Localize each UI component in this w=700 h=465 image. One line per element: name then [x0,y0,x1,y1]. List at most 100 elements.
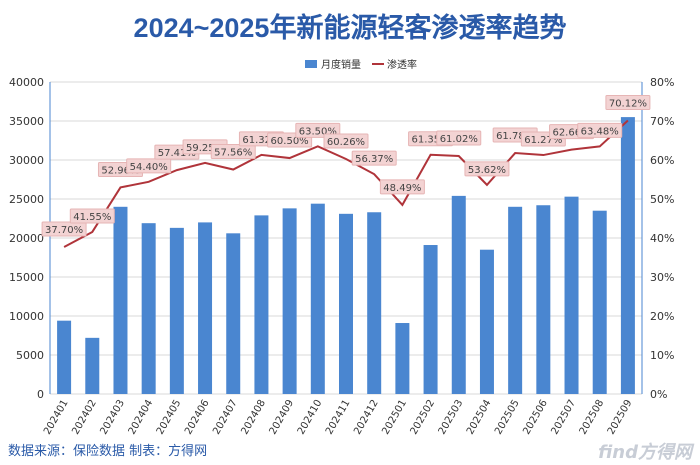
data-label: 52.96% [101,165,139,176]
x-tick-label: 202412 [352,398,381,437]
left-tick-label: 10000 [9,310,44,323]
line-series [63,119,629,248]
data-label: 61.78% [496,131,534,142]
x-tick-label: 202408 [239,398,268,437]
data-label: 37.70% [45,225,83,236]
x-tick-label: 202503 [437,398,466,437]
legend-bar-swatch [305,60,317,68]
data-label: 62.66% [552,128,590,139]
left-tick-label: 5000 [16,349,44,362]
x-tick-label: 202402 [70,398,99,437]
left-tick-label: 20000 [9,232,44,245]
left-tick-label: 0 [37,388,44,401]
right-tick-label: 30% [650,271,674,284]
bar [226,233,241,394]
data-label: 59.25% [186,143,224,154]
bar [57,320,72,394]
x-tick-label: 202502 [409,398,438,437]
x-tick-label: 202411 [324,398,353,437]
x-tick-label: 202508 [578,398,607,437]
data-label-box [605,95,651,111]
bar [339,213,353,394]
x-tick-label: 202404 [127,398,156,437]
left-tick-label: 30000 [9,154,44,167]
legend-bar-label: 月度销量 [321,58,361,71]
x-tick-label: 202410 [296,398,325,437]
x-tick-label: 202501 [380,398,409,437]
bar [395,323,410,394]
bar [508,206,523,394]
data-label: 60.50% [271,136,309,147]
left-tick-label: 40000 [9,76,44,89]
bar [169,227,184,394]
right-tick-label: 0% [650,388,667,401]
data-label-box [210,144,256,160]
x-tick-label: 202509 [606,398,635,437]
x-tick-label: 202407 [211,398,240,437]
data-label-box [41,221,87,237]
right-tick-label: 40% [650,232,674,245]
x-tick-label: 202405 [155,398,184,437]
data-label: 54.40% [130,162,168,173]
bar [254,215,269,394]
data-label-box [436,130,482,146]
data-label: 57.56% [214,148,252,159]
bar [423,245,438,394]
data-label-box [379,179,425,195]
right-tick-label: 70% [650,115,674,128]
x-tick-label: 202505 [493,398,522,437]
data-label: 61.32% [242,135,280,146]
watermark-logo: find方得网 [598,442,692,463]
x-tick-label: 202401 [42,398,71,437]
data-label-box [464,161,510,177]
x-tick-label: 202409 [268,398,297,437]
bar [141,223,156,394]
bar [592,210,607,394]
data-label-box [323,133,369,149]
bar [282,208,297,394]
left-tick-label: 25000 [9,193,44,206]
data-label: 53.62% [468,165,506,176]
left-tick-label: 15000 [9,271,44,284]
data-label: 56.37% [355,154,393,165]
x-tick-label: 202406 [183,398,212,437]
right-tick-label: 10% [650,349,674,362]
data-label: 63.48% [581,126,619,137]
data-label: 61.27% [524,135,562,146]
data-label: 61.02% [440,134,478,145]
data-label: 70.12% [609,99,647,110]
bar [536,205,551,394]
x-tick-label: 202403 [98,398,127,437]
data-label: 48.49% [383,183,421,194]
x-tick-label: 202506 [521,398,550,437]
bar [620,117,635,394]
bar [198,222,213,394]
bar [85,337,100,394]
data-label: 61.35% [412,135,450,146]
right-tick-label: 50% [650,193,674,206]
legend-line-label: 渗透率 [387,58,417,71]
left-tick-label: 35000 [9,115,44,128]
data-label-box [69,208,115,224]
bar [310,203,325,394]
data-label: 41.55% [73,212,111,223]
bar [451,195,466,394]
bar [367,212,382,394]
source-note: 数据来源：保险数据 制表：方得网 [8,444,208,459]
right-tick-label: 20% [650,310,674,323]
data-label-box [577,122,623,138]
data-label-box [351,150,397,166]
data-label: 57.41% [158,148,196,159]
bar [113,206,128,394]
x-tick-label: 202507 [550,398,579,437]
data-label: 63.50% [299,126,337,137]
bar [564,196,579,394]
x-tick-label: 202504 [465,398,494,437]
data-label: 60.26% [327,137,365,148]
right-tick-label: 80% [650,76,674,89]
bar [479,249,494,394]
right-tick-label: 60% [650,154,674,167]
data-label-box [126,158,172,174]
chart-title: 2024~2025年新能源轻客渗透率趋势 [133,13,567,43]
